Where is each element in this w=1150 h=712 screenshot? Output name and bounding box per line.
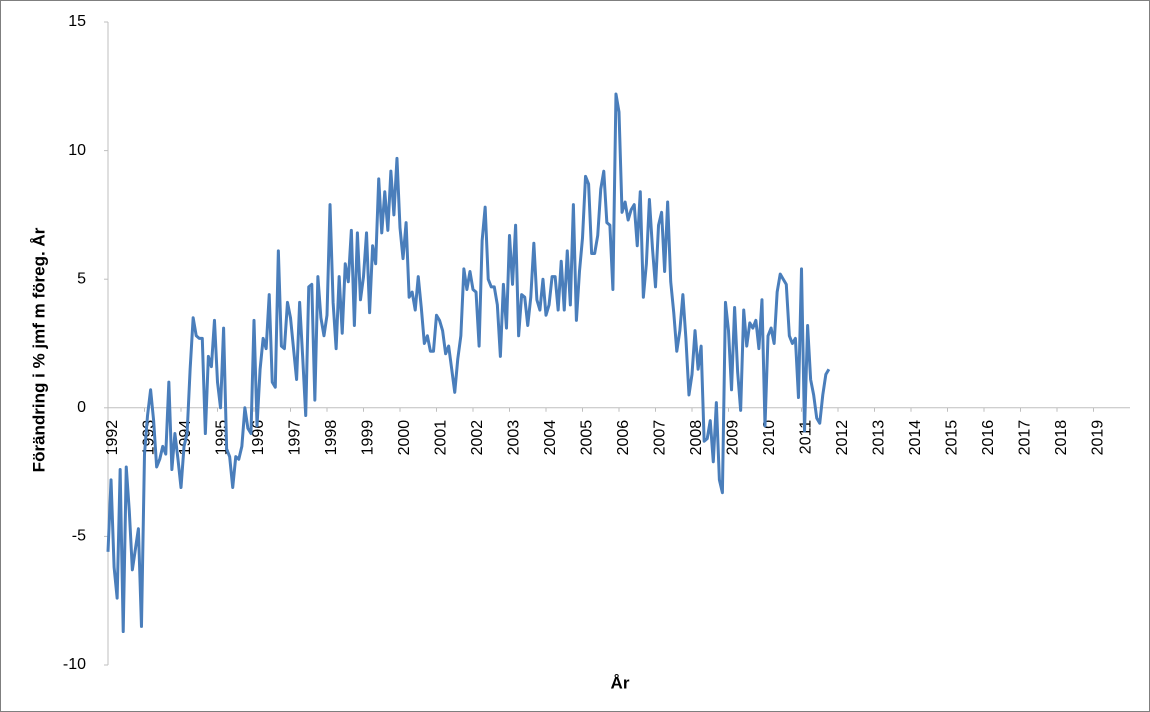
x-tick-label: 2001: [433, 420, 450, 456]
x-tick-label: 2009: [725, 420, 742, 456]
x-tick-label: 2013: [871, 420, 888, 456]
x-tick-label: 2015: [944, 420, 961, 456]
y-tick-label: 0: [77, 399, 86, 416]
x-tick-label: 2007: [652, 420, 669, 456]
x-tick-label: 1999: [360, 420, 377, 456]
y-tick-label: 15: [68, 13, 86, 30]
y-tick-label: 5: [77, 270, 86, 287]
x-tick-label: 1992: [104, 420, 121, 456]
x-tick-label: 2012: [834, 420, 851, 456]
data-line: [106, 92, 831, 634]
x-tick-label: 2008: [688, 420, 705, 456]
x-tick-label: 2014: [907, 420, 924, 456]
x-tick-label: 2000: [396, 420, 413, 456]
x-tick-label: 1996: [250, 420, 267, 456]
x-tick-label: 2011: [798, 420, 815, 455]
x-tick-label: 2002: [469, 420, 486, 456]
x-axis-title: År: [611, 673, 630, 692]
x-tick-label: 2016: [980, 420, 997, 456]
x-tick-label: 2003: [506, 420, 523, 456]
x-tick-label: 2017: [1017, 420, 1034, 456]
x-tick-label: 2010: [761, 420, 778, 456]
y-axis-title: Förändring i % jmf m föreg. År: [29, 227, 48, 472]
x-tick-label: 1997: [287, 420, 304, 456]
x-tick-label: 2018: [1053, 420, 1070, 456]
y-tick-label: -10: [63, 656, 86, 673]
x-tick-label: 1998: [323, 420, 340, 456]
x-tick-label: 2004: [542, 420, 559, 456]
x-tick-label: 2019: [1090, 420, 1107, 456]
y-tick-label: 10: [68, 142, 86, 159]
x-tick-label: 2005: [579, 420, 596, 456]
y-tick-label: -5: [72, 528, 86, 545]
x-tick-label: 2006: [615, 420, 632, 456]
